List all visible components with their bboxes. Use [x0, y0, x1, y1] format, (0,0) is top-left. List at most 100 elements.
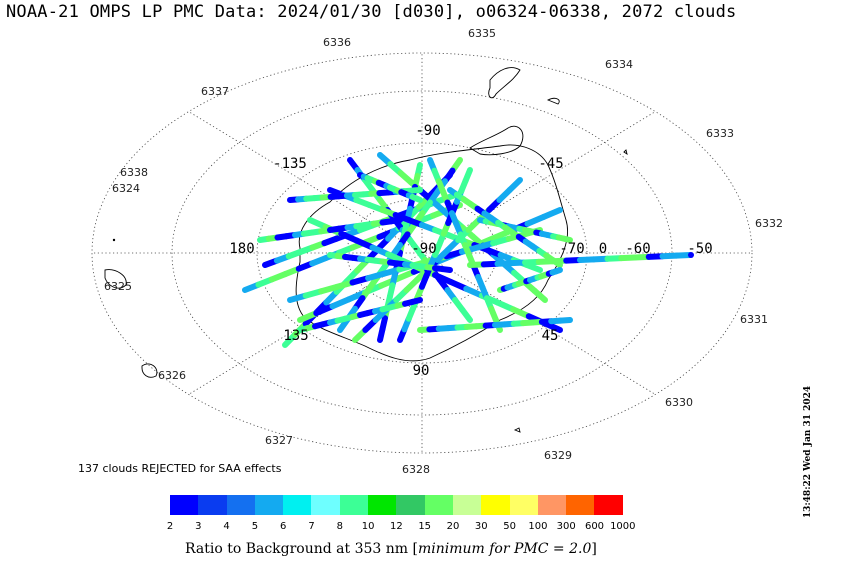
colorbar-ticks: 2 3 4 5 6 7 8 10 12 15 20 30 50 100 300 600 1000	[156, 521, 696, 535]
coastline	[513, 427, 521, 433]
orbit-label: 6336	[323, 36, 351, 49]
cloud-track-segment	[408, 187, 423, 194]
cloud-track-segment	[553, 267, 563, 275]
orbit-label: 6326	[158, 369, 186, 382]
island	[112, 238, 116, 242]
coastline	[623, 149, 628, 156]
orbit-label: 6324	[112, 182, 140, 195]
colorbar-title-suffix: ]	[591, 541, 597, 557]
lon-label-bottom: 90	[413, 363, 430, 379]
colorbar-tick-label: 600	[584, 521, 605, 532]
lat-label-ring4: -50	[687, 241, 712, 257]
colorbar-swatch	[226, 495, 255, 515]
colorbar-tick-label: 15	[418, 521, 432, 532]
rejected-clouds-note: 137 clouds REJECTED for SAA effects	[78, 462, 282, 475]
colorbar-swatch	[368, 495, 397, 515]
lon-label-upper-right: -45	[538, 156, 563, 172]
lon-label-left: 180	[229, 241, 254, 257]
cloud-track-segment	[673, 252, 693, 259]
coastline	[141, 363, 158, 378]
coastline	[104, 269, 127, 289]
colorbar-tick-label: 50	[503, 521, 516, 532]
cloud-track-segment	[377, 326, 386, 343]
colorbar-tick-label: 300	[556, 521, 576, 532]
cloud-track-segment	[523, 262, 543, 273]
colorbar-swatch	[254, 495, 284, 515]
colorbar-swatch	[311, 495, 340, 515]
cloud-track-segment	[540, 207, 563, 220]
colorbar-tick-label: 2	[166, 521, 174, 532]
colorbar-title-italic: minimum for PMC = 2.0	[417, 541, 592, 557]
colorbar	[170, 495, 623, 515]
cloud-track-segment	[550, 257, 563, 268]
cloud-track-segment	[557, 317, 573, 324]
lat-label-ring1: -70	[559, 241, 584, 257]
colorbar-swatch	[170, 495, 199, 515]
orbit-label: 6334	[605, 58, 633, 71]
cloud-point	[688, 252, 694, 258]
cloud-track-segment	[506, 177, 523, 193]
lat-label-ring3: -60	[625, 241, 650, 257]
orbit-label: 6330	[665, 396, 693, 409]
cloud-track-segment	[388, 217, 403, 225]
cloud-track-segment	[531, 287, 548, 303]
colorbar-tick-label: 30	[474, 521, 488, 532]
colorbar-tick-label: 10	[361, 521, 375, 532]
orbit-label: 6338	[120, 166, 148, 179]
colorbar-tick-label: 20	[446, 521, 460, 532]
cloud-track-segment	[459, 307, 473, 323]
colorbar-swatch	[424, 495, 453, 515]
orbit-label: 6337	[201, 85, 229, 98]
colorbar-tick-label: 6	[280, 521, 287, 532]
colorbar-tick-label: 12	[390, 521, 403, 532]
lon-label-top: -90	[415, 123, 440, 139]
colorbar-tick-label: 3	[195, 521, 202, 532]
cloud-track-segment	[439, 266, 453, 273]
orbit-label: 6328	[402, 463, 430, 476]
orbit-label: 6332	[755, 217, 783, 230]
colorbar-swatch	[198, 495, 227, 515]
coastline	[469, 125, 524, 156]
orbit-label: 6329	[544, 449, 572, 462]
cloud-track-segment	[561, 235, 573, 243]
colorbar-tick-label: 4	[223, 521, 230, 532]
coastline	[546, 97, 560, 105]
orbit-label: 6327	[265, 434, 293, 447]
colorbar-swatch	[594, 495, 623, 515]
lat-label-ring2: 0	[599, 241, 607, 257]
colorbar-tick-label: 100	[528, 521, 548, 532]
coastline	[488, 67, 521, 99]
colorbar-swatch	[537, 495, 567, 515]
latitude-circle	[256, 142, 588, 364]
latitude-circle	[91, 52, 753, 454]
colorbar-swatch	[481, 495, 510, 515]
colorbar-swatch	[452, 495, 482, 515]
lon-label-lower-left: 135	[283, 328, 308, 344]
map-title: NOAA-21 OMPS LP PMC Data: 2024/01/30 [d0…	[6, 2, 737, 22]
colorbar-title-prefix: Ratio to Background at 353 nm [	[185, 541, 418, 557]
colorbar-swatch	[509, 495, 538, 515]
lon-label-lower-right: 45	[542, 328, 559, 344]
colorbar-tick-label: 1000	[610, 521, 636, 532]
orbit-labels: 6324 6325 6326 6327 6328 6329 6330 6331 …	[104, 27, 783, 476]
cloud-tracks	[242, 152, 694, 348]
lat-label-center: -90	[411, 241, 436, 257]
coastline	[295, 144, 568, 362]
colorbar-swatch	[339, 495, 369, 515]
colorbar-swatch	[283, 495, 312, 515]
colorbar-tick-label: 8	[336, 521, 343, 532]
orbit-label: 6325	[104, 280, 132, 293]
colorbar-swatch	[566, 495, 595, 515]
cloud-track-segment	[462, 167, 473, 184]
cloud-track-segment	[409, 297, 423, 305]
colorbar-tick-label: 7	[308, 521, 315, 532]
orbit-label: 6331	[740, 313, 768, 326]
colorbar-tick-label: 5	[251, 521, 259, 532]
orbit-label: 6333	[706, 127, 734, 140]
lon-label-upper-left: -135	[273, 156, 307, 172]
grid-labels: -90 -135 -45 180 90 135 45 -90 -70 0 -60…	[229, 123, 712, 379]
orbit-label: 6335	[468, 27, 496, 40]
colorbar-swatch	[396, 495, 425, 515]
colorbar-title: Ratio to Background at 353 nm [minimum f…	[185, 541, 597, 557]
